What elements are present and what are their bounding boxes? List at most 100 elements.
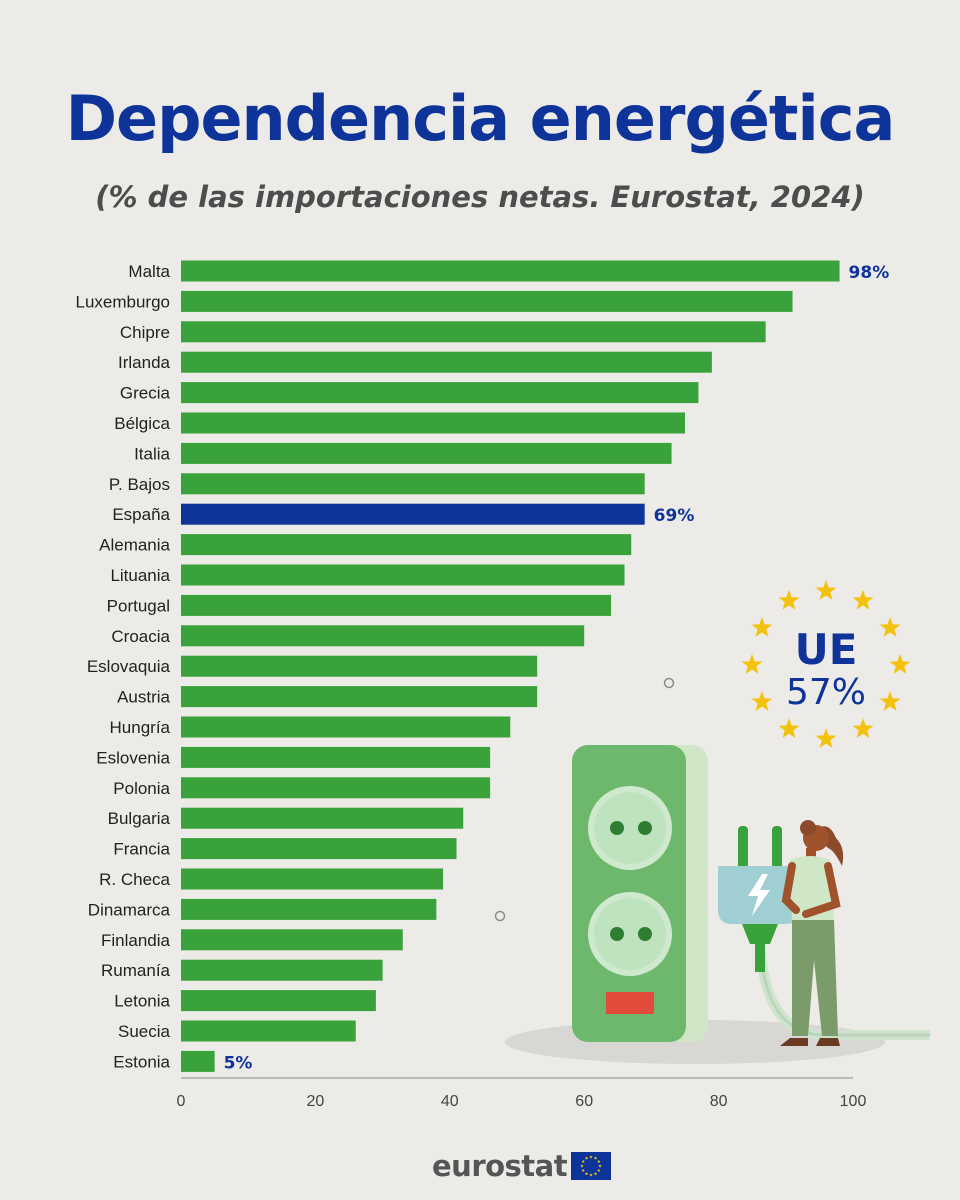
- x-axis-ticks: 0 20 40 60 80 100: [177, 1093, 867, 1110]
- bar-estonia: [181, 1050, 215, 1072]
- category-label: Malta: [128, 262, 170, 281]
- power-strip-icon: [572, 745, 708, 1042]
- bar-polonia: [181, 777, 491, 799]
- category-label: Italia: [134, 444, 170, 463]
- category-labels: Malta Luxemburgo Chipre Irlanda Grecia Bélgic…: [75, 262, 170, 1071]
- flag-star-icon: [580, 1164, 584, 1168]
- flag-star-icon: [584, 1156, 589, 1160]
- category-label: Suecia: [118, 1022, 171, 1041]
- category-label: Grecia: [120, 384, 171, 403]
- star-icon: [879, 617, 901, 637]
- category-label: Eslovaquia: [87, 657, 171, 676]
- category-label: Hungría: [110, 718, 171, 737]
- bar-lituania: [181, 564, 625, 586]
- flag-star-icon: [581, 1159, 586, 1163]
- category-label: Irlanda: [118, 353, 171, 372]
- bar-portugal: [181, 594, 612, 616]
- category-label: Francia: [113, 840, 170, 859]
- star-icon: [751, 691, 773, 711]
- star-icon: [815, 728, 837, 748]
- star-icon: [889, 654, 911, 674]
- flag-star-icon: [589, 1155, 593, 1159]
- data-label: 69%: [654, 506, 695, 526]
- bar-croacia: [181, 625, 585, 647]
- category-label: Alemania: [99, 536, 170, 555]
- category-label: Dinamarca: [88, 900, 171, 919]
- flag-star-icon: [581, 1168, 586, 1172]
- bar-r-checa: [181, 868, 444, 890]
- bar-eslovenia: [181, 746, 491, 768]
- bar-bulgaria: [181, 807, 464, 829]
- chart-title: Dependencia energética: [65, 82, 896, 155]
- x-tick-label: 80: [710, 1093, 728, 1110]
- category-label: Letonia: [114, 992, 170, 1011]
- data-label: 98%: [849, 263, 890, 283]
- flag-star-icon: [597, 1168, 601, 1172]
- flag-star-icon: [598, 1164, 602, 1168]
- lightning-icon: [748, 874, 770, 916]
- x-tick-label: 60: [575, 1093, 593, 1110]
- bar-francia: [181, 838, 457, 860]
- star-icon: [879, 691, 901, 711]
- bar-p-bajos: [181, 473, 645, 495]
- category-label: P. Bajos: [109, 475, 170, 494]
- bar-irlanda: [181, 351, 712, 373]
- star-icon: [852, 718, 874, 738]
- decor-circle: [663, 677, 675, 689]
- eu-stars-icon: [741, 580, 911, 748]
- data-labels: 98% 69% 5%: [224, 263, 890, 1073]
- bar-italia: [181, 442, 672, 464]
- category-label: España: [112, 505, 170, 524]
- category-label: Estonia: [113, 1052, 170, 1071]
- category-label: Chipre: [120, 323, 170, 342]
- eurostat-logo: eurostat: [432, 1146, 612, 1186]
- bar-espa-a: [181, 503, 645, 525]
- flag-star-icon: [593, 1156, 598, 1160]
- bar-eslovaquia: [181, 655, 538, 677]
- bar-luxemburgo: [181, 290, 793, 312]
- bar-grecia: [181, 382, 699, 404]
- star-icon: [852, 589, 874, 610]
- star-icon: [778, 718, 800, 738]
- woman-icon: [780, 820, 844, 1046]
- flag-star-icon: [584, 1171, 589, 1176]
- x-tick-label: 0: [177, 1093, 186, 1110]
- category-label: Portugal: [107, 596, 170, 615]
- bar-finlandia: [181, 929, 403, 951]
- category-label: Luxemburgo: [75, 292, 170, 311]
- x-tick-label: 100: [840, 1093, 867, 1110]
- eu-label: UE: [795, 625, 858, 674]
- bar-hungr-a: [181, 716, 511, 738]
- bar-chipre: [181, 321, 766, 343]
- category-label: Finlandia: [101, 931, 171, 950]
- bar-dinamarca: [181, 898, 437, 920]
- category-label: Bulgaria: [108, 809, 171, 828]
- category-label: Austria: [117, 688, 170, 707]
- bar-b-lgica: [181, 412, 685, 434]
- bar-chart: Malta Luxemburgo Chipre Irlanda Grecia Bélgic…: [75, 260, 930, 1110]
- star-icon: [751, 617, 773, 637]
- flag-star-icon: [597, 1159, 601, 1163]
- bar-austria: [181, 686, 538, 708]
- chart-subtitle: (% de las importaciones netas. Eurostat,…: [95, 180, 865, 214]
- category-label: Lituania: [110, 566, 170, 585]
- data-label: 5%: [224, 1053, 253, 1073]
- logo-text: eurostat: [432, 1149, 568, 1183]
- x-tick-label: 40: [441, 1093, 459, 1110]
- flag-star-icon: [593, 1171, 598, 1176]
- category-label: Bélgica: [114, 414, 170, 433]
- category-label: Rumanía: [101, 961, 171, 980]
- bar-alemania: [181, 534, 632, 556]
- illustration: [494, 677, 930, 1064]
- star-icon: [778, 589, 800, 610]
- category-label: R. Checa: [99, 870, 170, 889]
- eu-value: 57%: [786, 672, 866, 713]
- bar-malta: [181, 260, 840, 282]
- eu-badge: UE 57%: [741, 580, 911, 748]
- x-tick-label: 20: [307, 1093, 325, 1110]
- category-label: Polonia: [113, 779, 170, 798]
- flag-star-icon: [589, 1173, 593, 1177]
- bar-letonia: [181, 990, 376, 1012]
- star-icon: [741, 654, 763, 674]
- bar-suecia: [181, 1020, 356, 1042]
